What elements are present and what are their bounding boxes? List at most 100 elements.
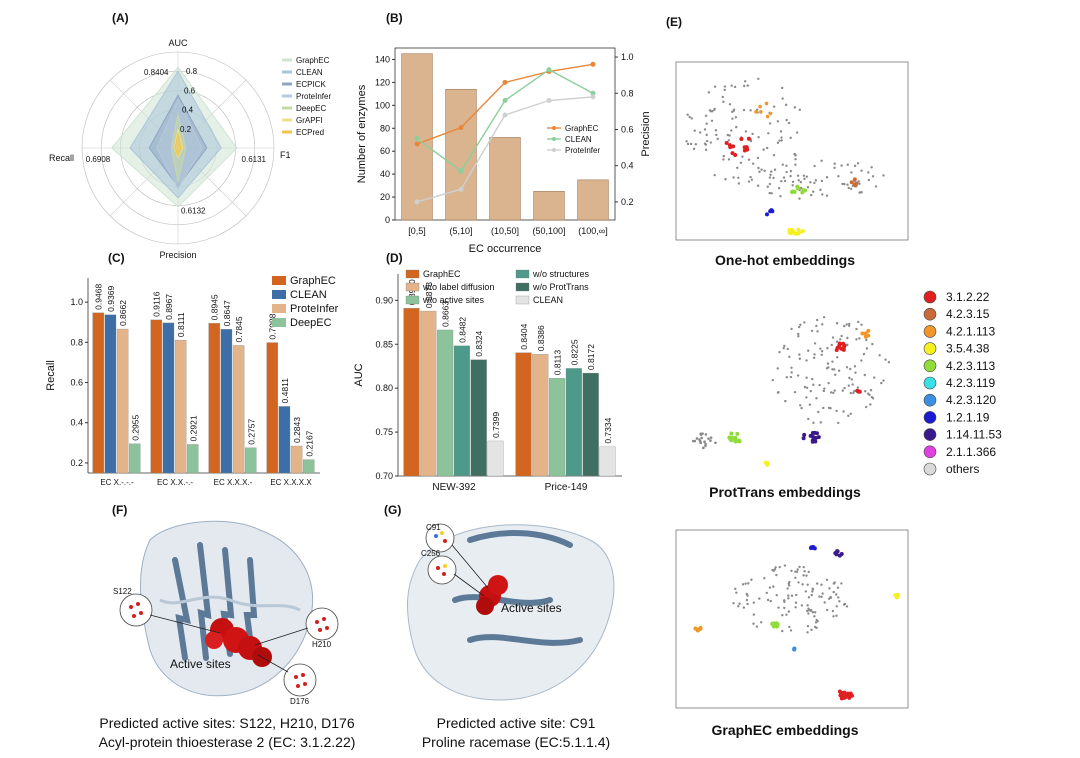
graphec-point	[741, 583, 745, 586]
one-hot-point	[685, 140, 688, 143]
radar-value-auc: 0.8404	[144, 68, 169, 77]
one-hot-point	[793, 106, 797, 109]
prottrans-point	[841, 389, 844, 392]
chart-c-value-label: 0.2167	[304, 430, 314, 456]
graphec-point	[788, 625, 791, 629]
one-hot-point	[737, 182, 741, 185]
one-hot-point	[722, 154, 726, 158]
ec-legend-swatch	[923, 445, 937, 459]
one-hot-point	[739, 161, 743, 164]
one-hot-point	[732, 108, 736, 111]
one-hot-point	[768, 176, 772, 179]
radar-legend-label: ECPred	[296, 128, 324, 137]
one-hot-point	[776, 141, 780, 145]
prottrans-point	[835, 340, 839, 343]
one-hot-point	[812, 190, 815, 193]
graphec-point	[797, 581, 800, 584]
prottrans-point	[733, 438, 738, 443]
one-hot-point	[799, 186, 803, 190]
one-hot-point	[798, 108, 802, 111]
graphec-point	[841, 695, 846, 700]
graphec-point	[775, 623, 780, 628]
one-hot-point	[797, 179, 800, 182]
prottrans-point	[884, 358, 887, 361]
prottrans-point	[809, 389, 813, 393]
graphec-point	[804, 590, 808, 593]
prottrans-point	[836, 356, 839, 359]
graphec-point	[827, 597, 831, 600]
prottrans-point	[782, 347, 785, 350]
one-hot-point	[799, 180, 803, 184]
graphec-point	[842, 603, 846, 606]
one-hot-point	[860, 169, 863, 172]
one-hot-point	[797, 230, 802, 235]
graphec-point	[746, 594, 749, 597]
one-hot-point	[721, 95, 724, 99]
chart-d-legend-swatch	[515, 282, 530, 292]
chart-b-point	[458, 186, 464, 192]
radar-legend-label: DeepEC	[296, 104, 326, 113]
prottrans-point	[817, 410, 820, 414]
prottrans-point	[701, 446, 705, 450]
prottrans-point	[793, 390, 797, 394]
one-hot-point	[780, 139, 784, 142]
one-hot-point	[858, 191, 862, 194]
one-hot-point	[809, 181, 812, 184]
graphec-point	[832, 590, 835, 594]
graphec-point	[734, 587, 737, 591]
prottrans-point	[714, 441, 717, 445]
graphec-point	[806, 583, 809, 586]
one-hot-point	[783, 179, 787, 183]
panel-label-a: (A)	[112, 11, 129, 25]
prottrans-point	[798, 353, 801, 356]
one-hot-point	[724, 178, 727, 181]
one-hot-point	[789, 174, 792, 178]
chart-b-point	[458, 125, 464, 131]
radar-legend-label: GrAPFI	[296, 116, 323, 125]
radar-chart-a: 0.2 0.4 0.6 0.8 AUC F1 Precision Recall 0.8404 0.…	[49, 38, 331, 260]
c256-zoom-circle	[427, 555, 457, 585]
chart-d-value-label: 0.8878	[424, 282, 434, 308]
graphec-scatter	[693, 545, 901, 701]
chart-b-point	[414, 141, 420, 147]
one-hot-point	[781, 97, 784, 100]
chart-b-y2tick-label: 0.4	[621, 161, 634, 171]
prottrans-point	[839, 338, 842, 341]
graphec-point	[755, 625, 759, 628]
graphec-point	[896, 592, 901, 597]
one-hot-point	[730, 84, 733, 87]
chart-c-value-label: 0.2843	[292, 417, 302, 443]
chart-c-value-label: 0.8945	[210, 294, 220, 320]
one-hot-point	[867, 178, 871, 182]
graphec-point	[842, 690, 847, 695]
one-hot-point	[858, 182, 861, 185]
one-hot-point	[690, 117, 693, 120]
radar-value-recall: 0.6908	[86, 155, 111, 164]
one-hot-point	[790, 227, 795, 232]
bar-chart-c: 0.94680.91160.89450.79880.93690.89670.86…	[45, 275, 339, 487]
chart-d-bar	[420, 310, 437, 477]
chart-d-value-label: 0.8172	[586, 344, 596, 370]
prottrans-scatter	[691, 315, 891, 467]
prottrans-point	[854, 371, 857, 374]
chart-b-ytick-label: 40	[380, 169, 390, 179]
one-hot-point	[746, 84, 749, 87]
prottrans-point	[827, 381, 830, 385]
prottrans-point	[816, 435, 821, 440]
prottrans-point	[858, 337, 861, 340]
chart-b-point	[414, 136, 420, 142]
one-hot-point	[784, 103, 788, 107]
graphec-point	[786, 587, 789, 590]
one-hot-point	[833, 166, 836, 170]
one-hot-point	[709, 141, 712, 144]
radar-series-ecpred	[174, 133, 182, 158]
graphec-point	[787, 610, 791, 613]
one-hot-point	[747, 158, 751, 161]
residue-h210: H210	[312, 640, 332, 649]
chart-c-value-label: 0.9468	[94, 284, 104, 310]
prottrans-point	[873, 376, 876, 379]
graphec-point	[794, 601, 798, 604]
chart-d-legend-swatch	[515, 295, 530, 305]
prottrans-point	[790, 366, 793, 370]
